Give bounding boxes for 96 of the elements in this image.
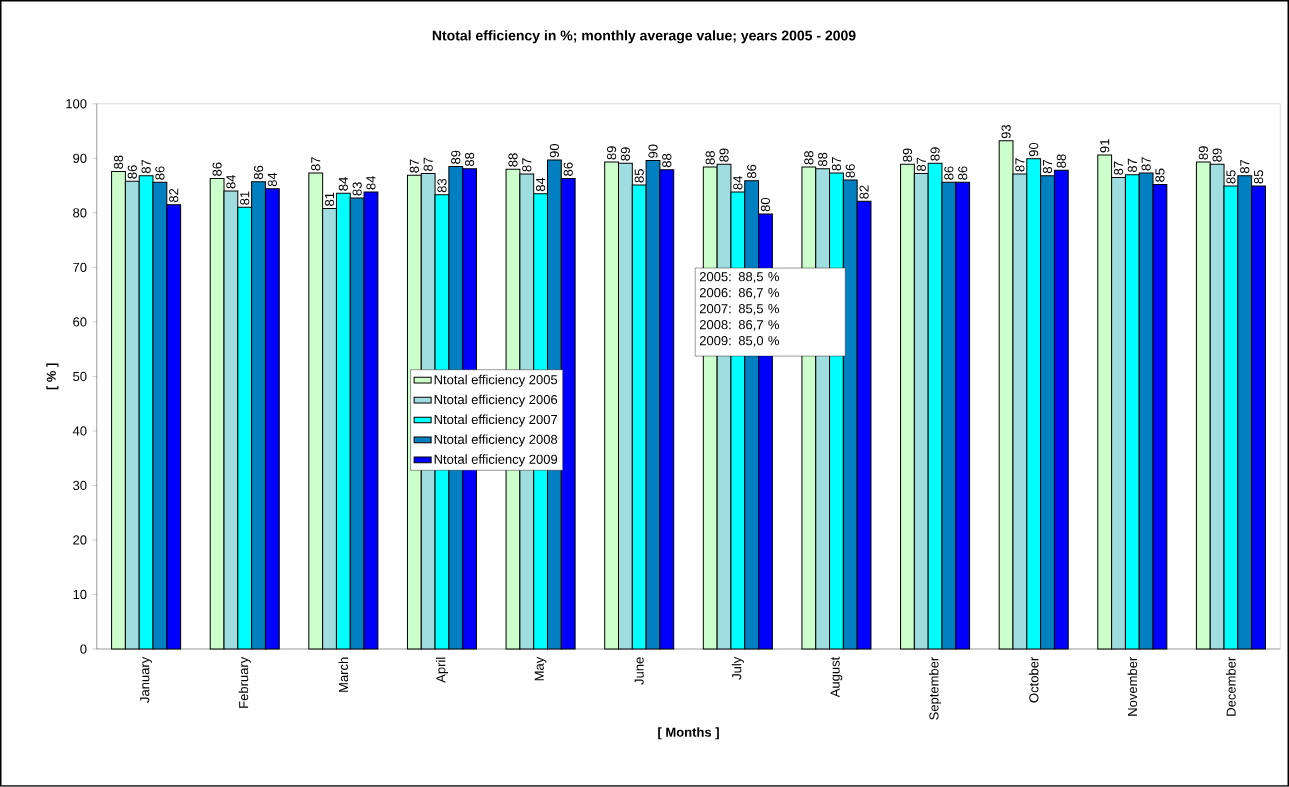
data-label: 90 [549, 144, 559, 158]
data-label: 86 [944, 166, 954, 180]
data-label: 84 [733, 176, 743, 190]
data-label: 89 [451, 150, 461, 164]
data-label: 85 [1155, 168, 1165, 182]
annotation: 2006: 86,7 % [699, 288, 779, 299]
data-label: 89 [620, 147, 631, 161]
x-tick-label: April [435, 657, 449, 683]
y-tick-label: 20 [73, 535, 87, 545]
x-tick-label: March [338, 657, 349, 692]
legend-label: Ntotal efficiency 2006 [434, 394, 558, 407]
data-label: 87 [141, 160, 151, 174]
data-label: 87 [423, 157, 433, 172]
y-tick-label: 100 [66, 99, 87, 109]
data-label: 87 [916, 157, 926, 172]
data-label: 84 [226, 175, 236, 189]
annotation: 2009: 85,0 % [699, 336, 779, 347]
data-label: 80 [760, 198, 771, 212]
y-tick-label: 90 [73, 153, 87, 163]
x-tick-label: August [830, 656, 843, 698]
data-label: 88 [1056, 154, 1066, 168]
y-tick-label: 10 [73, 589, 87, 600]
data-label: 86 [253, 165, 264, 180]
x-tick-label: July [731, 656, 744, 680]
data-label: 84 [338, 177, 348, 191]
data-label: 86 [212, 162, 222, 176]
data-label: 88 [464, 152, 475, 167]
x-tick-label: January [140, 656, 152, 703]
y-tick-label: 70 [73, 262, 87, 273]
data-label: 83 [352, 182, 362, 196]
data-label: 87 [1240, 160, 1250, 174]
data-label: 82 [859, 185, 869, 199]
data-label: 87 [409, 159, 419, 173]
y-tick-label: 0 [80, 644, 87, 654]
data-label: 89 [930, 147, 940, 161]
data-label: 88 [508, 153, 518, 167]
data-label: 86 [845, 164, 855, 178]
data-label: 88 [705, 151, 715, 165]
data-label: 84 [267, 172, 277, 187]
y-tick-label: 40 [72, 426, 87, 436]
data-label: 93 [1001, 125, 1011, 139]
data-label: 90 [648, 144, 658, 158]
x-tick-label: December [1226, 657, 1236, 716]
data-label: 86 [563, 162, 573, 176]
data-label: 87 [1015, 158, 1025, 172]
data-label: 87 [1141, 157, 1151, 171]
data-label: 87 [522, 158, 532, 172]
data-label: 85 [1226, 170, 1236, 184]
data-label: 88 [113, 155, 124, 169]
y-tick-label: 50 [73, 371, 87, 382]
legend-label: Ntotal efficiency 2008 [434, 434, 558, 447]
x-tick-label: October [1028, 657, 1039, 703]
data-label: 86 [747, 164, 757, 179]
legend-label: Ntotal efficiency 2005 [434, 374, 558, 387]
data-label: 89 [606, 146, 617, 160]
data-label: 81 [324, 192, 335, 206]
data-label: 87 [831, 157, 842, 171]
data-label: 85 [634, 169, 644, 183]
data-label: 88 [818, 152, 828, 167]
annotation: 2005: 88,5 % [699, 272, 779, 283]
data-label: 84 [535, 177, 546, 192]
data-label: 89 [1198, 146, 1208, 160]
y-tick-label: 60 [73, 317, 87, 327]
data-label: 87 [1042, 160, 1053, 174]
x-tick-label: June [634, 657, 644, 685]
data-label: 86 [958, 166, 968, 180]
data-label: 89 [902, 148, 913, 162]
data-label: 87 [1127, 158, 1137, 173]
data-label: 91 [1100, 139, 1110, 153]
data-label: 90 [1029, 142, 1039, 157]
chart-title: Ntotal efficiency in %; monthly average value; years 2005 - 2009 [432, 30, 856, 44]
data-label: 89 [719, 148, 729, 162]
x-tick-label: May [534, 656, 547, 681]
annotation: 2007: 85,5 % [699, 304, 779, 315]
data-label: 88 [804, 151, 814, 165]
data-label: 86 [127, 165, 137, 179]
annotation: 2008: 86,7 % [699, 320, 779, 331]
data-label: 85 [1253, 170, 1264, 184]
data-label: 87 [311, 157, 321, 171]
y-tick-label: 80 [73, 208, 87, 218]
data-label: 87 [1113, 161, 1124, 175]
data-label: 88 [662, 153, 672, 168]
data-label: 82 [169, 188, 179, 203]
x-tick-label: February [238, 656, 251, 708]
data-label: 84 [366, 176, 376, 190]
y-tick-label: 30 [73, 480, 87, 491]
legend-label: Ntotal efficiency 2009 [434, 454, 558, 467]
data-label: 89 [1212, 148, 1222, 162]
y-axis-title: [ % ] [46, 363, 59, 390]
legend-label: Ntotal efficiency 2007 [434, 414, 558, 427]
data-label: 86 [155, 166, 165, 180]
x-tick-label: November [1127, 657, 1138, 716]
data-label: 81 [240, 191, 250, 205]
x-tick-label: September [929, 657, 942, 720]
x-axis-title: [ Months ] [658, 727, 719, 740]
data-label: 83 [437, 179, 447, 193]
